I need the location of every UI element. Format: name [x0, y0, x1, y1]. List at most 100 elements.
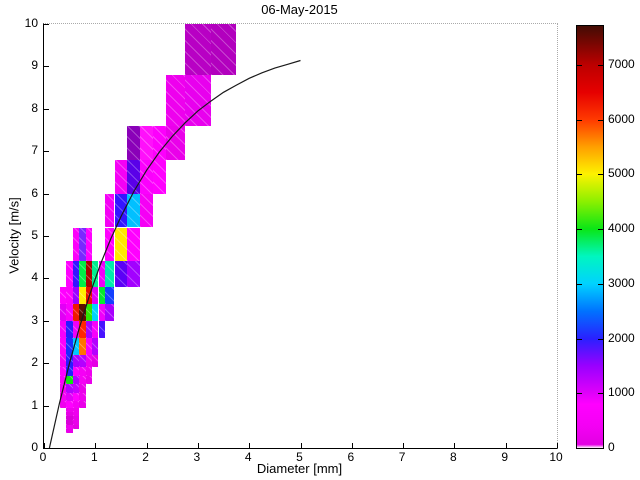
x-axis-tick — [197, 443, 199, 448]
y-tick-label: 7 — [31, 143, 38, 158]
heatmap-cell — [72, 424, 80, 429]
x-axis-tick — [557, 443, 558, 448]
heatmap-cell — [60, 303, 67, 321]
heatmap-cell — [153, 125, 166, 160]
heatmap-cell — [104, 303, 115, 321]
x-tick-label: 0 — [39, 450, 47, 464]
heatmap-cell — [79, 286, 86, 304]
heatmap-cell — [66, 416, 73, 421]
x-axis-tick — [505, 443, 507, 448]
colorbar-tick — [598, 119, 603, 121]
y-tick-label: 4 — [31, 270, 38, 285]
heatmap-cell — [72, 412, 80, 417]
y-tick-label: 10 — [24, 16, 38, 30]
x-tick-label: 4 — [244, 450, 252, 464]
heatmap-cell — [66, 428, 73, 434]
colorbar-tick — [577, 338, 582, 340]
heatmap-cell — [66, 392, 73, 402]
y-axis-tick — [44, 108, 49, 110]
heatmap-cell — [72, 407, 80, 412]
heatmap-cell — [104, 227, 115, 262]
heatmap-cell — [72, 303, 80, 321]
y-axis-tick — [44, 236, 49, 237]
colorbar — [576, 25, 604, 449]
x-tick-label: 8 — [450, 450, 457, 464]
y-axis-tick — [44, 320, 49, 322]
x-tick-label: 2 — [142, 450, 149, 464]
x-axis-tick — [454, 443, 456, 448]
heatmap-cell — [79, 392, 86, 402]
heatmap-cell — [127, 261, 141, 287]
heatmap-cell — [60, 337, 67, 355]
heatmap-cell — [185, 24, 211, 75]
heatmap-cell — [153, 159, 166, 194]
colorbar-tick — [598, 338, 603, 340]
y-axis-tick — [44, 363, 49, 365]
x-tick-label: 3 — [193, 450, 201, 464]
heatmap-cell — [98, 320, 105, 338]
heatmap-cell — [72, 354, 80, 368]
y-axis-tick — [44, 448, 49, 449]
heatmap-cell — [72, 367, 80, 376]
heatmap-cell — [92, 320, 99, 338]
heatmap-cell — [66, 320, 73, 338]
heatmap-cell — [79, 367, 86, 376]
heatmap-cell — [104, 261, 115, 287]
colorbar-tick-label: 0 — [608, 440, 615, 454]
colorbar-tick — [577, 448, 582, 449]
heatmap-cell — [104, 286, 115, 304]
x-tick-label: 6 — [347, 450, 355, 464]
x-tick-label: 10 — [549, 450, 563, 464]
heatmap-cell — [79, 320, 86, 338]
x-axis-tick — [95, 443, 97, 448]
colorbar-tick-label: 6000 — [608, 111, 635, 126]
colorbar-tick-label: 2000 — [608, 330, 635, 345]
heatmap-cell — [72, 337, 80, 355]
heatmap-cell — [66, 303, 73, 321]
heatmap-cell — [85, 354, 93, 368]
heatmap-cell — [60, 401, 67, 408]
terminal-velocity-curve — [48, 59, 301, 449]
heatmap-cell — [72, 392, 80, 402]
heatmap-cell — [79, 384, 86, 393]
x-axis-tick — [44, 443, 45, 448]
heatmap-cell — [60, 354, 67, 368]
heatmap-cell — [72, 286, 80, 304]
plot-area — [43, 23, 558, 449]
heatmap-cell — [92, 303, 99, 321]
y-tick-label: 2 — [31, 355, 38, 370]
heatmap-cell — [92, 286, 99, 304]
heatmap-cell — [79, 303, 86, 321]
colorbar-tick — [598, 283, 603, 285]
heatmap-cell — [72, 320, 80, 338]
x-axis-tick — [249, 443, 251, 448]
heatmap-cell — [66, 424, 73, 429]
colorbar-tick — [577, 119, 582, 121]
x-axis-tick — [300, 443, 302, 448]
x-axis-label: Diameter [mm] — [256, 461, 343, 476]
heatmap-cell — [140, 193, 153, 228]
heatmap-cell — [98, 261, 105, 287]
y-tick-label: 9 — [31, 58, 38, 73]
heatmap-cell — [60, 367, 67, 376]
x-tick-label: 5 — [296, 450, 303, 464]
heatmap-cell — [79, 337, 86, 355]
heatmap-cell — [92, 261, 99, 287]
heatmap-cell — [66, 261, 73, 287]
heatmap-cell — [66, 375, 73, 385]
heatmap-cell — [79, 261, 86, 287]
heatmap-cell — [127, 193, 141, 228]
x-tick-label: 9 — [501, 450, 509, 464]
heatmap-cell — [79, 227, 86, 262]
colorbar-tick — [577, 283, 582, 285]
heatmap-cell — [140, 125, 153, 160]
heatmap-cell — [72, 420, 80, 425]
heatmap-cell — [165, 74, 185, 126]
colorbar-tick — [598, 229, 603, 231]
colorbar-tick-label: 3000 — [608, 275, 635, 290]
heatmap-cell — [165, 125, 185, 160]
heatmap-cell — [66, 420, 73, 425]
heatmap-cell — [85, 367, 93, 376]
heatmap-cell — [210, 24, 237, 75]
